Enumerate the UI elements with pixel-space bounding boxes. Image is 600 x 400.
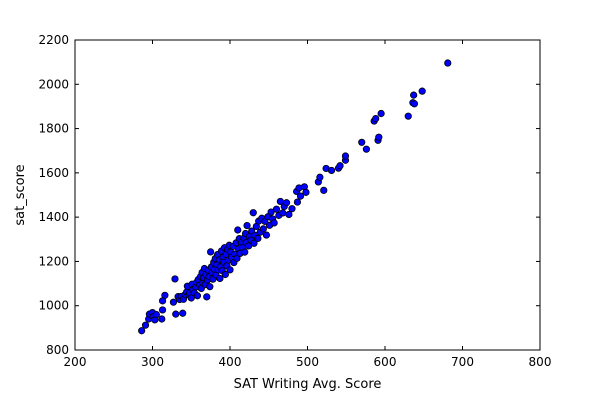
data-points [138, 59, 452, 335]
data-point [193, 292, 202, 300]
y-axis-label: sat_score [13, 164, 28, 225]
data-point [358, 138, 366, 146]
y-tick-label: 1000 [38, 299, 69, 313]
data-point [262, 231, 271, 239]
x-tick-label: 600 [374, 355, 397, 369]
data-point [418, 87, 426, 95]
data-point [288, 205, 296, 213]
y-axis-ticks: 800 1000 1200 1400 1600 1800 2000 2200 [38, 33, 540, 357]
x-tick-label: 700 [451, 355, 474, 369]
data-point [341, 152, 350, 160]
data-point [296, 192, 305, 200]
data-point [410, 91, 418, 99]
data-point [444, 59, 452, 67]
data-point [404, 112, 412, 120]
y-tick-label: 2200 [38, 33, 69, 47]
y-tick-label: 1600 [38, 166, 69, 180]
x-tick-label: 500 [296, 355, 319, 369]
data-point [226, 266, 234, 274]
data-point [336, 162, 344, 170]
data-point [216, 274, 224, 283]
data-point [250, 239, 258, 247]
data-point [243, 221, 251, 230]
data-point [169, 298, 178, 306]
data-point [372, 115, 380, 123]
data-point [377, 109, 385, 118]
data-point [249, 209, 257, 217]
data-point [254, 234, 262, 242]
data-point [320, 186, 328, 194]
data-point [158, 306, 167, 314]
y-tick-label: 1400 [38, 210, 69, 224]
x-axis-label: SAT Writing Avg. Score [234, 377, 382, 392]
data-point [234, 226, 242, 234]
data-point [172, 310, 180, 318]
data-point [207, 248, 215, 256]
data-point [293, 198, 302, 206]
data-point [285, 210, 293, 219]
data-point [279, 209, 287, 217]
data-point [241, 248, 249, 256]
y-tick-label: 800 [46, 343, 69, 357]
x-tick-label: 300 [141, 355, 164, 369]
data-point [141, 321, 150, 329]
data-point [152, 310, 160, 319]
data-point [138, 327, 146, 335]
x-axis-ticks: 200 300 400 500 600 700 800 [64, 40, 552, 369]
data-point [327, 166, 336, 175]
data-point [221, 270, 229, 279]
data-point [203, 293, 211, 301]
x-tick-label: 200 [64, 355, 87, 369]
data-point [410, 100, 419, 108]
data-point [161, 291, 169, 299]
data-point [316, 173, 324, 181]
data-point [158, 315, 166, 323]
data-point [187, 294, 195, 302]
data-point [206, 283, 214, 291]
data-point [267, 208, 275, 216]
data-point [375, 133, 383, 141]
y-tick-label: 1200 [38, 254, 69, 268]
data-point [302, 188, 310, 196]
x-tick-label: 400 [219, 355, 242, 369]
x-tick-label: 800 [529, 355, 552, 369]
y-tick-label: 1800 [38, 122, 69, 136]
data-point [171, 275, 179, 283]
data-point [362, 145, 370, 153]
data-point [282, 199, 291, 207]
y-tick-label: 2000 [38, 77, 69, 91]
data-point [259, 225, 267, 233]
data-point [270, 219, 278, 227]
data-point [179, 309, 187, 317]
data-point [272, 205, 281, 213]
